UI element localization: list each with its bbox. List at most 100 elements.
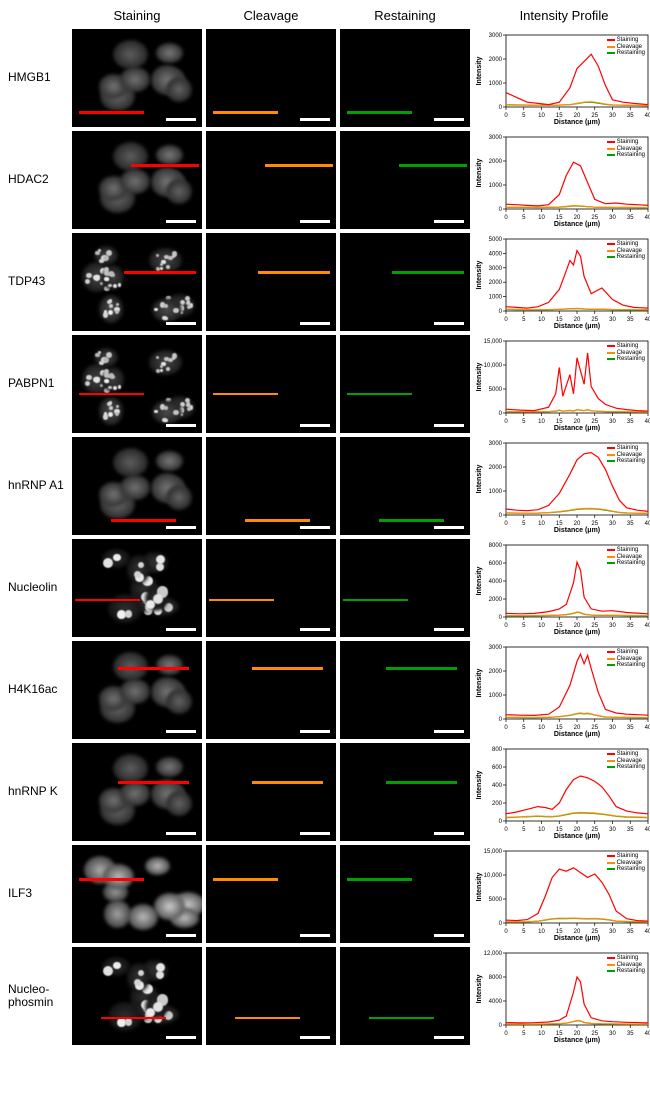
scale-bar: [434, 832, 464, 835]
scale-bar: [300, 322, 330, 325]
scale-bar: [300, 934, 330, 937]
linescan-line: [131, 164, 200, 167]
micrograph-restaining: [340, 233, 470, 331]
svg-text:0: 0: [504, 317, 508, 323]
svg-text:10: 10: [538, 215, 545, 221]
figure-grid: StainingCleavageRestainingIntensity Prof…: [8, 8, 642, 1045]
svg-text:35: 35: [627, 419, 634, 425]
chart-legend: StainingCleavageRestaining: [607, 955, 645, 975]
scale-bar: [300, 220, 330, 223]
svg-text:0: 0: [504, 113, 508, 119]
svg-text:Intensity: Intensity: [476, 567, 483, 596]
micrograph-cleavage: [206, 641, 336, 739]
svg-text:3000: 3000: [489, 645, 503, 651]
micrograph-staining: [72, 131, 202, 229]
svg-text:1000: 1000: [489, 489, 503, 495]
svg-text:40: 40: [645, 113, 650, 119]
intensity-profile-chart: 05101520253035400500010,00015,000Distanc…: [474, 335, 650, 433]
svg-text:0: 0: [504, 725, 508, 731]
svg-text:1000: 1000: [489, 81, 503, 87]
micrograph-cleavage: [206, 131, 336, 229]
micrograph-cleavage: [206, 233, 336, 331]
svg-text:0: 0: [504, 929, 508, 935]
scale-bar: [166, 118, 196, 121]
svg-text:15,000: 15,000: [484, 849, 503, 855]
intensity-profile-chart: 05101520253035400100020003000Distance (μ…: [474, 131, 650, 229]
svg-text:0: 0: [499, 207, 503, 213]
svg-text:35: 35: [627, 521, 634, 527]
scale-bar: [166, 526, 196, 529]
svg-text:Intensity: Intensity: [476, 771, 483, 800]
svg-text:10: 10: [538, 1031, 545, 1037]
svg-text:40: 40: [645, 419, 650, 425]
row-label: HMGB1: [8, 71, 68, 84]
svg-text:35: 35: [627, 623, 634, 629]
svg-text:10: 10: [538, 521, 545, 527]
svg-text:Distance (μm): Distance (μm): [554, 425, 600, 432]
svg-text:1000: 1000: [489, 295, 503, 301]
linescan-line: [111, 519, 176, 522]
svg-text:2000: 2000: [489, 597, 503, 603]
svg-text:Distance (μm): Distance (μm): [554, 323, 600, 330]
column-header: Staining: [72, 8, 202, 25]
svg-text:0: 0: [499, 921, 503, 927]
svg-text:5: 5: [522, 521, 526, 527]
chart-legend: StainingCleavageRestaining: [607, 241, 645, 261]
scale-bar: [166, 1036, 196, 1039]
svg-text:30: 30: [609, 215, 616, 221]
svg-text:5000: 5000: [489, 387, 503, 393]
svg-text:40: 40: [645, 521, 650, 527]
svg-text:6000: 6000: [489, 561, 503, 567]
svg-text:0: 0: [499, 1023, 503, 1029]
svg-text:Distance (μm): Distance (μm): [554, 1037, 600, 1044]
svg-text:5: 5: [522, 1031, 526, 1037]
svg-text:600: 600: [492, 765, 503, 771]
scale-bar: [166, 424, 196, 427]
linescan-line: [213, 393, 278, 396]
row-label: Nucleo-phosmin: [8, 983, 68, 1009]
svg-text:Intensity: Intensity: [476, 669, 483, 698]
svg-text:0: 0: [499, 309, 503, 315]
svg-text:3000: 3000: [489, 266, 503, 272]
svg-text:30: 30: [609, 929, 616, 935]
svg-text:0: 0: [499, 819, 503, 825]
intensity-profile-chart: 0510152025303540010002000300040005000Dis…: [474, 233, 650, 331]
svg-text:400: 400: [492, 783, 503, 789]
svg-text:Distance (μm): Distance (μm): [554, 935, 600, 942]
linescan-line: [118, 667, 190, 670]
svg-text:10,000: 10,000: [484, 873, 503, 879]
svg-text:3000: 3000: [489, 441, 503, 447]
scale-bar: [300, 424, 330, 427]
linescan-line: [386, 667, 458, 670]
svg-text:0: 0: [499, 717, 503, 723]
svg-text:4000: 4000: [489, 579, 503, 585]
row-label: hnRNP A1: [8, 479, 68, 492]
micrograph-staining: [72, 437, 202, 535]
row-label: Nucleolin: [8, 581, 68, 594]
linescan-line: [369, 1017, 434, 1020]
svg-text:10,000: 10,000: [484, 363, 503, 369]
chart-legend: StainingCleavageRestaining: [607, 649, 645, 669]
svg-text:35: 35: [627, 215, 634, 221]
svg-text:5000: 5000: [489, 897, 503, 903]
micrograph-staining: [72, 233, 202, 331]
scale-bar: [166, 220, 196, 223]
svg-text:Intensity: Intensity: [476, 363, 483, 392]
micrograph-cleavage: [206, 335, 336, 433]
svg-text:35: 35: [627, 113, 634, 119]
scale-bar: [434, 220, 464, 223]
svg-text:15,000: 15,000: [484, 339, 503, 345]
svg-text:3000: 3000: [489, 135, 503, 141]
scale-bar: [300, 730, 330, 733]
svg-text:4000: 4000: [489, 251, 503, 257]
linescan-line: [392, 271, 464, 274]
row-label: ILF3: [8, 887, 68, 900]
linescan-line: [347, 878, 412, 881]
linescan-line: [209, 599, 274, 602]
scale-bar: [300, 832, 330, 835]
svg-text:Distance (μm): Distance (μm): [554, 833, 600, 840]
micrograph-restaining: [340, 845, 470, 943]
linescan-line: [124, 271, 196, 274]
column-header: Cleavage: [206, 8, 336, 25]
svg-text:800: 800: [492, 747, 503, 753]
